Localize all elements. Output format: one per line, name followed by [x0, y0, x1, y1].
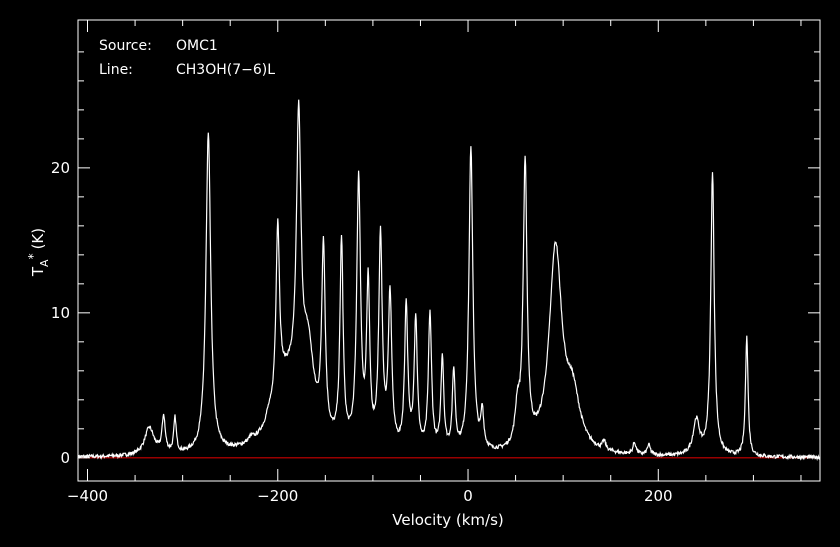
y-axis-label-sub: A — [38, 259, 51, 267]
y-axis-label: TA* (K) — [26, 228, 51, 277]
y-tick-label: 0 — [60, 449, 70, 467]
y-tick-label: 20 — [51, 159, 70, 177]
series-line — [77, 99, 821, 462]
x-axis-label: Velocity (km/s) — [392, 511, 503, 529]
tick-labels: −400 −200 0 200 0 10 20 — [51, 159, 673, 505]
source-label: Source: — [99, 38, 152, 54]
source-value: OMC1 — [176, 38, 218, 54]
x-tick-label: −400 — [67, 487, 108, 505]
y-tick-label: 10 — [51, 304, 70, 322]
y-axis-label-sup: * — [26, 253, 40, 259]
line-value: CH3OH(7−6)L — [176, 62, 275, 78]
x-tick-label: −200 — [257, 487, 298, 505]
y-axis-label-main: T — [29, 266, 47, 277]
plot-frame — [77, 19, 821, 482]
line-label: Line: — [99, 62, 133, 78]
axis-ticks — [78, 20, 820, 481]
x-tick-label: 200 — [644, 487, 673, 505]
svg-text:TA*(K): TA* (K) — [26, 228, 51, 277]
x-tick-label: 0 — [463, 487, 473, 505]
y-axis-label-unit: (K) — [29, 228, 47, 250]
